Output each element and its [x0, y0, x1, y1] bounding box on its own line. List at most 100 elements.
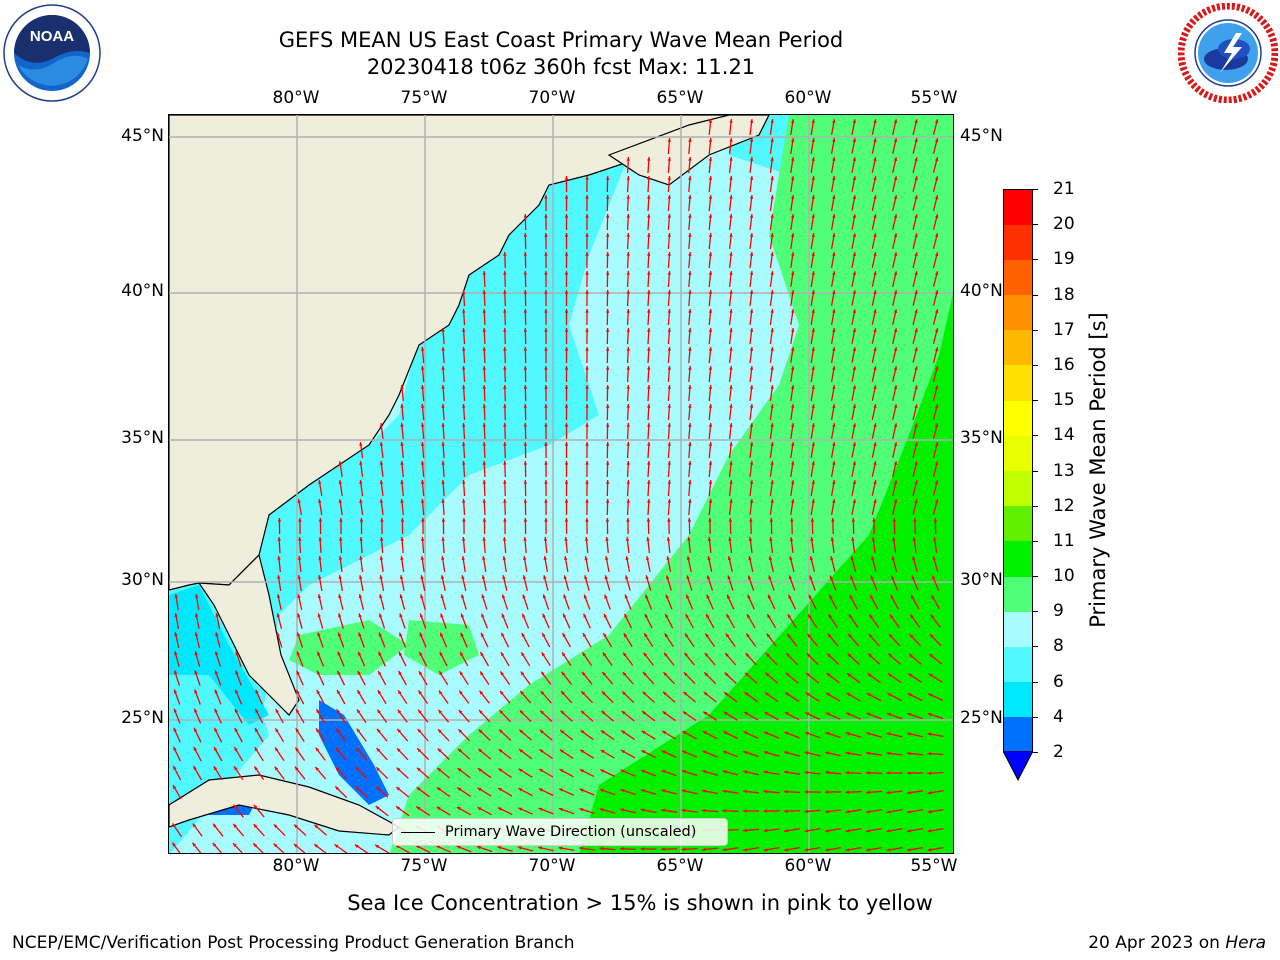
wave-arrow-head [914, 480, 918, 485]
wave-arrow-head [749, 157, 754, 161]
wave-arrow-head [893, 176, 898, 181]
wave-arrow-head [808, 594, 813, 599]
lon-label-bottom: 75°W [400, 856, 448, 876]
colorbar-tick-label: 10 [1053, 566, 1075, 587]
wave-arrow-head [832, 480, 836, 484]
wave-arrow-head [683, 691, 688, 696]
wave-arrow-head [459, 690, 463, 695]
wave-arrow-head [420, 347, 425, 351]
wave-arrow-head [481, 575, 486, 580]
wave-arrow-head [233, 804, 238, 809]
wave-arrow-head [827, 633, 832, 638]
wave-arrow-head [914, 461, 918, 466]
wave-arrow-head [315, 747, 320, 752]
wave-arrow-head [544, 214, 548, 218]
wave-arrow-head [647, 157, 651, 161]
wave-arrow-head [832, 138, 836, 142]
wave-arrow-head [626, 518, 630, 522]
wave-arrow-head [605, 347, 610, 351]
wave-arrow-head [462, 480, 466, 484]
wave-arrow-head [647, 214, 651, 218]
wave-arrow-head [784, 770, 788, 774]
wave-arrow-head [585, 347, 589, 351]
wave-arrow-head [845, 732, 850, 736]
wave-arrow-head [727, 575, 731, 580]
wave-arrow-head [482, 385, 486, 389]
wave-arrow-head [749, 271, 754, 275]
wave-arrow-head [805, 692, 810, 697]
wave-arrow-head [886, 829, 891, 833]
wave-arrow-head [559, 749, 564, 753]
lon-label-bottom: 80°W [272, 856, 320, 876]
wave-arrow-head [866, 848, 870, 852]
wave-arrow-head [811, 423, 815, 427]
wave-arrow-head [622, 672, 627, 676]
colorbar-segment [1003, 189, 1033, 225]
wave-arrow-head [579, 808, 584, 812]
wave-arrow-head [647, 176, 651, 180]
wave-arrow-head [708, 480, 713, 484]
wave-arrow-head [420, 480, 425, 484]
wave-arrow-head [276, 594, 281, 598]
wave-arrow-head [729, 214, 733, 218]
wave-arrow-head [215, 651, 219, 656]
wave-arrow-head [641, 750, 646, 754]
wave-arrow-head [825, 809, 829, 814]
wave-arrow-head [544, 309, 548, 313]
wave-arrow-head [599, 808, 604, 812]
wave-arrow-head [688, 423, 692, 427]
wave-arrow-head [580, 749, 585, 754]
wave-arrow-head [502, 594, 506, 599]
wave-arrow-head [873, 404, 877, 409]
wave-arrow-head [852, 290, 857, 294]
wave-arrow-head [297, 556, 302, 560]
wave-arrow-head [359, 537, 363, 541]
wave-arrow-head [584, 556, 588, 560]
wave-arrow-head [379, 594, 383, 599]
wave-arrow-head [934, 404, 939, 409]
wave-arrow-head [544, 328, 548, 332]
wave-arrow-head [462, 347, 466, 351]
colorbar-tick-label: 17 [1053, 319, 1075, 340]
wave-arrow-head [339, 518, 343, 522]
wave-arrow-head [397, 728, 401, 733]
wave-arrow-head [295, 728, 300, 733]
wave-arrow-head [686, 575, 690, 580]
colorbar-tick-label: 19 [1053, 249, 1075, 270]
wave-arrow-head [462, 423, 466, 427]
colorbar-tick-label: 9 [1053, 601, 1064, 622]
wave-arrow-head [544, 442, 548, 446]
wave-arrow-head [626, 195, 630, 199]
wave-arrow-head [770, 347, 774, 351]
wave-arrow-head [852, 119, 857, 123]
wave-arrow-head [729, 366, 733, 370]
wave-arrow-head [585, 404, 589, 408]
wave-arrow-head [667, 442, 671, 446]
wave-arrow-head [832, 385, 836, 389]
wave-arrow-head [893, 119, 898, 124]
wave-arrow-head [584, 575, 588, 580]
wave-arrow-head [868, 653, 872, 658]
wave-arrow-head [928, 673, 933, 678]
wave-arrow-head [866, 790, 870, 795]
wave-arrow-head [688, 442, 692, 446]
wave-arrow-head [791, 138, 795, 142]
wave-arrow-head [749, 195, 754, 199]
wave-arrow-head [930, 614, 935, 619]
wave-arrow-head [458, 748, 462, 753]
wave-arrow-head [233, 823, 237, 828]
wave-arrow-head [499, 710, 504, 714]
wave-arrow-head [667, 328, 671, 332]
wave-arrow-head [688, 233, 692, 237]
wave-arrow-head [770, 480, 774, 484]
wave-arrow-head [893, 271, 898, 276]
wave-arrow-head [791, 290, 795, 294]
wave-arrow-head [503, 404, 507, 408]
wave-arrow-head [681, 847, 686, 851]
wave-arrow-head [482, 499, 486, 503]
colorbar-tick-label: 6 [1053, 671, 1064, 692]
wave-arrow-head [605, 309, 610, 313]
wave-arrow-head [831, 518, 835, 522]
wave-arrow-head [688, 176, 692, 180]
wave-arrow-head [688, 195, 692, 199]
